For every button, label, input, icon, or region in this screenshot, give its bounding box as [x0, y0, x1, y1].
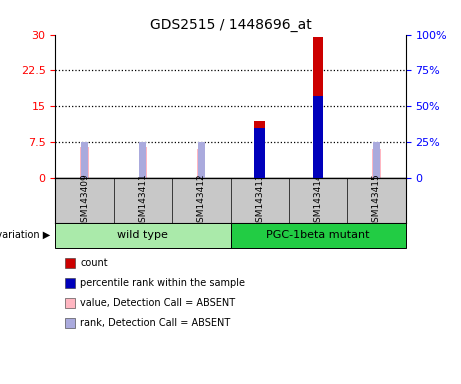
Bar [313, 96, 323, 178]
Bar [313, 37, 323, 178]
Bar [197, 149, 206, 178]
Text: count: count [80, 258, 108, 268]
Text: genotype/variation ▶: genotype/variation ▶ [0, 230, 51, 240]
Bar [373, 142, 380, 178]
Bar [314, 142, 322, 178]
Text: GSM143413: GSM143413 [255, 173, 264, 228]
Text: wild type: wild type [118, 230, 168, 240]
Bar [254, 128, 265, 178]
Text: GSM143411: GSM143411 [138, 173, 148, 228]
Text: GSM143415: GSM143415 [372, 173, 381, 228]
Text: percentile rank within the sample: percentile rank within the sample [80, 278, 245, 288]
Bar [254, 121, 265, 178]
Text: PGC-1beta mutant: PGC-1beta mutant [266, 230, 370, 240]
Text: rank, Detection Call = ABSENT: rank, Detection Call = ABSENT [80, 318, 230, 328]
Bar [372, 149, 381, 178]
Text: GSM143412: GSM143412 [197, 173, 206, 228]
Text: GSM143414: GSM143414 [313, 173, 323, 228]
Bar [139, 147, 147, 178]
Bar [198, 142, 205, 178]
Bar [139, 142, 147, 178]
Bar [81, 142, 88, 178]
Title: GDS2515 / 1448696_at: GDS2515 / 1448696_at [150, 18, 311, 32]
Text: GSM143409: GSM143409 [80, 173, 89, 228]
Text: value, Detection Call = ABSENT: value, Detection Call = ABSENT [80, 298, 235, 308]
Bar [80, 147, 89, 178]
